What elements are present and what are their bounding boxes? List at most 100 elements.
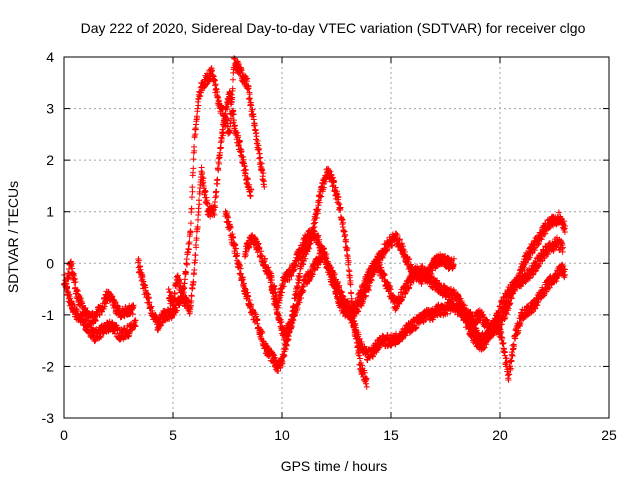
data-point-marker (238, 148, 245, 155)
data-point-marker (152, 312, 159, 319)
data-point-marker (483, 316, 490, 323)
data-point-marker (242, 252, 249, 259)
data-point-marker (211, 199, 218, 206)
data-point-marker (63, 283, 70, 290)
data-point-marker (471, 321, 478, 328)
data-point-marker (227, 224, 234, 231)
data-point-marker (326, 167, 333, 174)
data-point-marker (504, 297, 511, 304)
data-point-marker (450, 261, 457, 268)
data-point-marker (196, 190, 203, 197)
data-point-marker (402, 288, 409, 295)
data-point-marker (408, 279, 415, 286)
data-point-marker (222, 117, 229, 124)
data-point-marker (172, 294, 179, 301)
data-point-marker (337, 204, 344, 211)
data-point-marker (250, 116, 257, 123)
data-point-marker (387, 283, 394, 290)
data-point-marker (306, 245, 313, 252)
data-point-marker (346, 268, 353, 275)
data-point-marker (219, 126, 226, 133)
data-point-marker (224, 106, 231, 113)
data-point-marker (114, 303, 121, 310)
data-point-marker (339, 216, 346, 223)
plot-series (61, 55, 569, 390)
data-point-marker (406, 284, 413, 291)
data-point-marker (135, 257, 142, 264)
data-point-marker (248, 301, 255, 308)
data-point-marker (187, 220, 194, 227)
data-point-marker (231, 55, 238, 62)
data-point-marker (358, 362, 365, 369)
data-point-marker (286, 276, 293, 283)
data-point-marker (233, 245, 240, 252)
data-point-marker (272, 354, 279, 361)
data-point-marker (165, 286, 172, 293)
data-point-marker (132, 322, 139, 329)
data-point-marker (268, 277, 275, 284)
data-point-marker (500, 339, 507, 346)
data-point-marker (467, 308, 474, 315)
data-point-marker (181, 276, 188, 283)
data-point-marker (185, 245, 192, 252)
data-point-marker (70, 272, 77, 279)
data-point-marker (512, 335, 519, 342)
data-point-marker (413, 324, 420, 331)
data-point-marker (301, 243, 308, 250)
data-point-marker (178, 289, 185, 296)
data-point-marker (517, 320, 524, 327)
data-point-marker (358, 293, 365, 300)
data-point-marker (129, 311, 136, 318)
data-point-marker (295, 298, 302, 305)
data-point-marker (230, 111, 237, 118)
data-point-marker (216, 160, 223, 167)
data-point-marker (234, 250, 241, 257)
data-point-marker (342, 232, 349, 239)
data-point-marker (244, 75, 251, 82)
data-point-marker (230, 234, 237, 241)
series-trace-i (459, 261, 569, 384)
data-point-marker (179, 288, 186, 295)
data-point-marker (334, 193, 341, 200)
data-point-marker (224, 123, 231, 130)
data-point-marker (561, 228, 568, 235)
data-point-marker (195, 102, 202, 109)
data-point-marker (236, 263, 243, 270)
data-point-marker (91, 338, 98, 345)
data-point-marker (303, 239, 310, 246)
data-point-marker (215, 155, 222, 162)
data-point-marker (126, 330, 133, 337)
data-point-marker (331, 178, 338, 185)
data-point-marker (207, 213, 214, 220)
data-point-marker (229, 85, 236, 92)
data-point-marker (236, 138, 243, 145)
data-point-marker (190, 156, 197, 163)
data-point-marker (344, 245, 351, 252)
data-point-marker (340, 219, 347, 226)
data-point-marker (511, 343, 518, 350)
data-point-marker (481, 344, 488, 351)
data-point-marker (270, 293, 277, 300)
data-point-marker (260, 170, 267, 177)
data-point-marker (342, 238, 349, 245)
data-point-marker (415, 320, 422, 327)
data-point-marker (82, 304, 89, 311)
data-point-marker (276, 297, 283, 304)
data-point-marker (257, 154, 264, 161)
data-point-marker (244, 176, 251, 183)
data-point-marker (245, 83, 252, 90)
data-point-marker (224, 213, 231, 220)
data-point-marker (488, 332, 495, 339)
data-point-marker (231, 122, 238, 129)
data-point-marker (423, 268, 430, 275)
data-point-marker (238, 67, 245, 74)
data-point-marker (200, 175, 207, 182)
data-point-marker (444, 310, 451, 317)
data-point-marker (282, 346, 289, 353)
data-point-marker (288, 272, 295, 279)
data-point-marker (351, 318, 358, 325)
data-point-marker (230, 117, 237, 124)
data-point-marker (280, 283, 287, 290)
data-point-marker (270, 351, 277, 358)
data-point-marker (270, 286, 277, 293)
